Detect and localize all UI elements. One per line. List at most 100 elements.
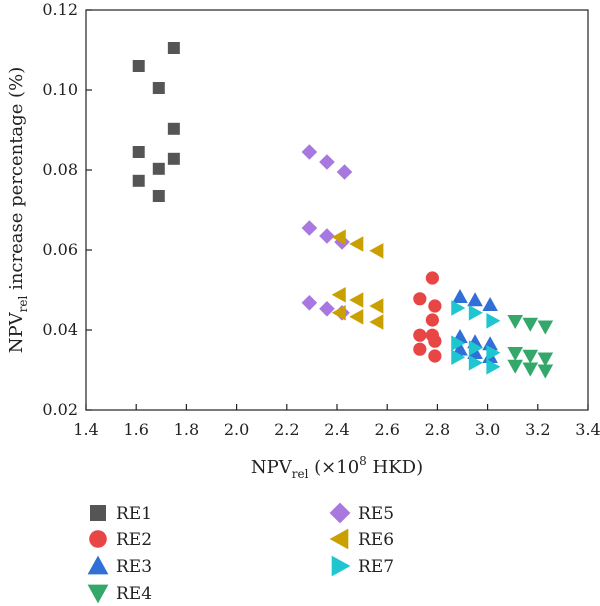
data-point [522, 349, 539, 364]
x-tick-label: 3.0 [475, 420, 500, 439]
data-point [152, 190, 165, 202]
data-point [537, 320, 554, 335]
x-tick-label: 1.6 [123, 420, 148, 439]
legend-item-re7: RE7 [331, 555, 394, 577]
legend-item-re4: RE4 [87, 584, 152, 604]
data-point [486, 313, 501, 329]
data-point [167, 152, 180, 165]
data-point [468, 355, 483, 371]
legend-marker [87, 555, 109, 575]
x-axis-label-unit: (×10 [308, 457, 359, 478]
data-point [413, 342, 427, 356]
data-point [132, 174, 145, 187]
x-axis-label-main: NPV [251, 457, 293, 478]
data-points [132, 42, 554, 379]
data-point [349, 292, 364, 308]
data-point [428, 299, 442, 313]
legend-item-re5: RE5 [329, 502, 394, 524]
data-point [451, 300, 466, 316]
data-point [132, 146, 145, 158]
series-re1 [132, 42, 180, 202]
data-point [369, 243, 384, 259]
x-axis: 1.4 1.6 1.8 2.0 2.2 2.4 2.6 2.8 3.0 3.2 3.4 [73, 404, 600, 439]
data-point [331, 305, 346, 321]
x-tick-label: 3.4 [575, 420, 600, 439]
data-point [331, 287, 346, 303]
series-re7 [451, 300, 501, 375]
data-point [451, 349, 466, 365]
x-tick-label: 2.6 [374, 420, 399, 439]
legend-item-re2: RE2 [89, 530, 152, 550]
legend-label: RE5 [358, 504, 394, 524]
data-point [482, 297, 498, 312]
data-point [537, 352, 554, 367]
data-point [428, 334, 442, 348]
data-point [522, 362, 539, 377]
y-tick-label: 0.12 [42, 0, 78, 19]
y-tick-label: 0.02 [42, 400, 78, 419]
x-axis-label-superscript: 8 [359, 454, 367, 468]
data-point [301, 144, 318, 160]
data-point [507, 314, 524, 329]
data-point [319, 154, 335, 170]
legend-marker [87, 584, 109, 604]
y-axis-label-subscript: rel [16, 296, 30, 313]
y-axis-label: NPVrel increase percentage (%) [6, 67, 30, 353]
legend-item-re3: RE3 [87, 555, 152, 577]
data-point [522, 317, 539, 332]
data-point [132, 60, 145, 72]
y-tick-label: 0.10 [42, 80, 78, 99]
data-point [369, 314, 384, 330]
data-point [482, 336, 498, 351]
legend-marker [90, 505, 106, 521]
data-point [468, 305, 483, 321]
data-point [468, 340, 483, 356]
x-axis-label-subscript: rel [292, 467, 309, 481]
data-point [425, 271, 439, 285]
x-axis-label: NPVrel (×108 HKD) [251, 454, 423, 481]
legend: RE1 RE2 RE3 RE4 RE5 RE6 RE7 [87, 502, 394, 604]
data-point [349, 309, 364, 325]
x-tick-label: 2.2 [274, 420, 299, 439]
y-tick-label: 0.04 [42, 320, 78, 339]
data-point [413, 328, 427, 342]
legend-marker [329, 528, 349, 550]
data-point [369, 298, 384, 314]
data-point [425, 313, 439, 327]
data-point [507, 359, 524, 374]
legend-label: RE6 [358, 530, 394, 550]
series-re4 [507, 314, 554, 379]
data-point [301, 220, 318, 236]
data-point [331, 229, 346, 245]
legend-label: RE2 [116, 530, 152, 550]
data-point [413, 292, 427, 306]
y-tick-label: 0.06 [42, 240, 78, 259]
legend-item-re6: RE6 [329, 528, 394, 550]
data-point [152, 82, 165, 94]
data-point [349, 236, 364, 252]
x-tick-label: 2.0 [224, 420, 249, 439]
data-point [428, 349, 442, 363]
legend-marker [329, 502, 351, 524]
data-point [452, 289, 468, 304]
legend-label: RE1 [116, 504, 152, 524]
legend-label: RE7 [358, 557, 394, 577]
data-point [452, 341, 468, 356]
legend-label: RE3 [116, 557, 152, 577]
x-tick-label: 2.4 [324, 420, 349, 439]
data-point [319, 228, 335, 244]
data-point [486, 345, 501, 361]
data-point [467, 292, 483, 307]
x-tick-label: 1.4 [73, 420, 98, 439]
series-re2 [413, 271, 442, 363]
y-axis-label-main: NPV [6, 311, 27, 353]
x-tick-label: 2.8 [425, 420, 450, 439]
data-point [336, 164, 353, 180]
series-re6 [331, 229, 384, 330]
legend-label: RE4 [116, 584, 152, 604]
legend-item-re1: RE1 [90, 504, 152, 524]
x-tick-label: 1.8 [174, 420, 199, 439]
data-point [319, 301, 335, 317]
data-point [152, 162, 165, 175]
